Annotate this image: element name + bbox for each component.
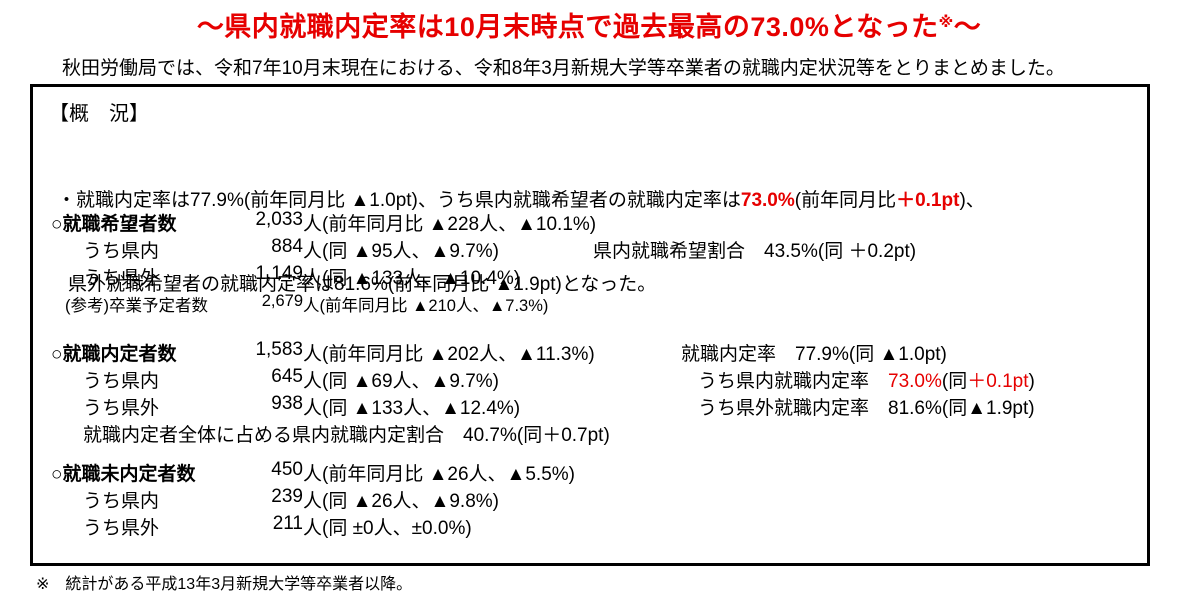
summary-line-1-mid: (前年同月比 — [794, 190, 897, 211]
section-applicants: ○就職希望者数 2,033 人(前年同月比 ▲228人、▲10.1%) うち県内 88… — [33, 209, 1147, 317]
offers-total-detail: 人(前年同月比 ▲202人、▲11.3%) — [303, 344, 595, 365]
offers-instate-detail: 人(同 ▲69人、▲9.7%) — [303, 371, 499, 392]
footnote-text: 統計がある平成13年3月新規大学等卒業者以降。 — [65, 576, 413, 593]
nooffer-total-count: 450 — [271, 459, 303, 480]
graduates-reference-detail: 人(前年同月比 ▲210人、▲7.3%) — [303, 297, 549, 315]
offers-section-title: ○就職内定者数 — [51, 344, 177, 365]
highlight-rate-value: 73.0% — [740, 190, 795, 211]
nooffer-outstate-count: 211 — [272, 513, 303, 534]
applicants-instate-count: 884 — [271, 236, 303, 257]
applicants-outstate-count: 1,149 — [255, 263, 303, 284]
offer-rate-instate: うち県内就職内定率 73.0%(同＋0.1pt) — [698, 366, 1035, 393]
offer-rate-outstate: うち県外就職内定率 81.6%(同▲1.9pt) — [698, 398, 1035, 419]
applicants-instate-label: うち県内 — [83, 241, 160, 262]
offer-rate-instate-close: ) — [1028, 371, 1035, 392]
applicants-instate-detail: 人(同 ▲95人、▲9.7%) — [303, 241, 499, 262]
summary-line-1-text: ・就職内定率は77.9%(前年同月比 ▲1.0pt)、うち県内就職希望者の就職内… — [57, 190, 741, 211]
footnote: ※ 統計がある平成13年3月新規大学等卒業者以降。 — [36, 570, 412, 594]
section-without-offers: ○就職未内定者数 450 人(前年同月比 ▲26人、▲5.5%) うち県内 239 人(… — [33, 459, 1147, 540]
overview-box: 【概 況】 ・就職内定率は77.9%(前年同月比 ▲1.0pt)、うち県内就職希… — [30, 84, 1150, 566]
offers-outstate-count: 938 — [271, 393, 303, 414]
graduates-reference-label: (参考)卒業予定者数 — [65, 297, 208, 315]
applicants-outstate-detail: 人(同 ▲133人、▲10.4%) — [303, 268, 521, 289]
offers-instate-label: うち県内 — [83, 371, 160, 392]
offer-rate-overall: 就職内定率 77.9%(同 ▲1.0pt) — [681, 344, 947, 365]
section-offer-holders: ○就職内定者数 1,583 人(前年同月比 ▲202人、▲11.3%) 就職内定率 … — [33, 339, 1147, 447]
applicants-outstate-label: うち県外 — [83, 268, 160, 289]
page-title-main: 〜県内就職内定率は10月末時点で過去最高の73.0%となった — [196, 12, 939, 42]
nooffer-total-detail: 人(前年同月比 ▲26人、▲5.5%) — [303, 464, 575, 485]
graduates-reference-row: (参考)卒業予定者数 2,679 人(前年同月比 ▲210人、▲7.3%) — [33, 290, 1147, 317]
instate-wish-ratio: 県内就職希望割合 43.5%(同 ＋0.2pt) — [593, 241, 917, 262]
footnote-mark: ※ — [36, 576, 50, 593]
offer-rate-instate-mid: (同 — [941, 371, 968, 392]
offers-outstate-row: うち県外 938 人(同 ▲133人、▲12.4%) うち県外就職内定率 81.6%… — [33, 393, 1147, 420]
nooffer-outstate-row: うち県外 211 人(同 ±0人、±0.0%) — [33, 513, 1147, 540]
offers-total-count: 1,583 — [255, 339, 303, 360]
intro-paragraph: 秋田労働局では、令和7年10月末現在における、令和8年3月新規大学等卒業者の就職… — [62, 58, 1065, 79]
overview-heading: 【概 況】 — [49, 103, 149, 125]
offer-rate-instate-change: ＋0.1pt — [967, 371, 1029, 392]
graduates-reference-count: 2,679 — [261, 292, 303, 310]
offers-instate-row: うち県内 645 人(同 ▲69人、▲9.7%) うち県内就職内定率 73.0%(同… — [33, 366, 1147, 393]
nooffer-instate-count: 239 — [271, 486, 303, 507]
applicants-instate-row: うち県内 884 人(同 ▲95人、▲9.7%) 県内就職希望割合 43.5%(同 … — [33, 236, 1147, 263]
applicants-outstate-row: うち県外 1,149 人(同 ▲133人、▲10.4%) — [33, 263, 1147, 290]
nooffer-instate-row: うち県内 239 人(同 ▲26人、▲9.8%) — [33, 486, 1147, 513]
nooffer-total-row: ○就職未内定者数 450 人(前年同月比 ▲26人、▲5.5%) — [33, 459, 1147, 486]
nooffer-outstate-detail: 人(同 ±0人、±0.0%) — [303, 518, 472, 539]
offers-total-row: ○就職内定者数 1,583 人(前年同月比 ▲202人、▲11.3%) 就職内定率 … — [33, 339, 1147, 366]
summary-bullet: ・就職内定率は77.9%(前年同月比 ▲1.0pt)、うち県内就職希望者の就職内… — [57, 131, 985, 355]
page-title: 〜県内就職内定率は10月末時点で過去最高の73.0%となった※〜 — [0, 5, 1178, 44]
applicants-total-row: ○就職希望者数 2,033 人(前年同月比 ▲228人、▲10.1%) — [33, 209, 1147, 236]
offer-rate-instate-value: 73.0% — [888, 371, 942, 392]
summary-line-1-close: )、 — [959, 190, 985, 211]
instate-offer-share-row: 就職内定者全体に占める県内就職内定割合 40.7%(同＋0.7pt) — [33, 420, 1147, 447]
nooffer-outstate-label: うち県外 — [83, 518, 160, 539]
asterisk-note-mark: ※ — [938, 14, 954, 31]
applicants-total-count: 2,033 — [255, 209, 303, 230]
offers-outstate-label: うち県外 — [83, 398, 160, 419]
highlight-rate-change: ＋0.1pt — [896, 190, 960, 211]
offers-instate-count: 645 — [271, 366, 303, 387]
nooffer-section-title: ○就職未内定者数 — [51, 464, 196, 485]
offer-rate-instate-label: うち県内就職内定率 — [698, 371, 889, 392]
nooffer-instate-label: うち県内 — [83, 491, 160, 512]
applicants-section-title: ○就職希望者数 — [51, 214, 177, 235]
summary-line-1: ・就職内定率は77.9%(前年同月比 ▲1.0pt)、うち県内就職希望者の就職内… — [57, 187, 985, 215]
summary-line-2: 県外就職希望者の就職内定率は81.6%(前年同月比 ▲1.9pt)となった。 — [68, 274, 657, 295]
applicants-total-detail: 人(前年同月比 ▲228人、▲10.1%) — [303, 214, 597, 235]
nooffer-instate-detail: 人(同 ▲26人、▲9.8%) — [303, 491, 499, 512]
offers-outstate-detail: 人(同 ▲133人、▲12.4%) — [303, 398, 521, 419]
instate-offer-share-text: 就職内定者全体に占める県内就職内定割合 40.7%(同＋0.7pt) — [83, 425, 610, 446]
page-title-tail: 〜 — [953, 12, 982, 42]
